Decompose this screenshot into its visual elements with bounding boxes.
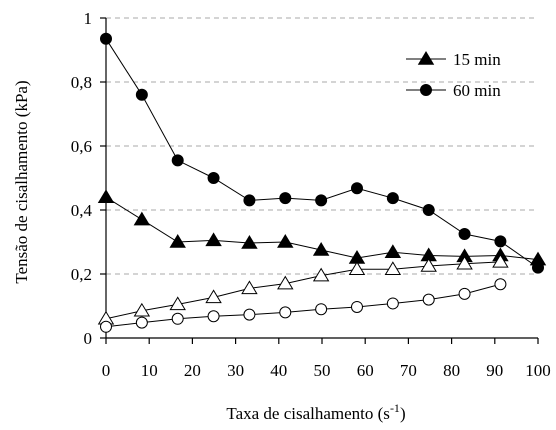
legend-label-0: 15 min bbox=[453, 50, 501, 69]
series-2-point-1 bbox=[133, 302, 151, 317]
y-tick-label-4: 0,8 bbox=[71, 73, 92, 92]
series-2-point-4 bbox=[241, 280, 258, 295]
series-3-point-1 bbox=[135, 316, 148, 329]
legend-item-0: 15 min bbox=[406, 50, 501, 69]
series-2-point-2 bbox=[169, 296, 186, 311]
y-axis-title: Tensão de cisalhamento (kPa) bbox=[12, 80, 31, 283]
x-tick-label-3: 30 bbox=[227, 361, 244, 380]
series-2-point-7 bbox=[348, 261, 366, 275]
series-2-point-9 bbox=[420, 258, 437, 272]
tick-labels: 00,20,40,60,810 10 20 30 40 50 60 70 80 90 100 bbox=[71, 9, 551, 380]
series-1-point-3 bbox=[207, 172, 220, 184]
x-tick-label-10: 100 bbox=[525, 361, 551, 380]
x-axis-title-tail: ) bbox=[400, 404, 406, 423]
series-0-point-8 bbox=[384, 244, 402, 258]
legend-label-1: 60 min bbox=[453, 81, 501, 100]
series-1-point-6 bbox=[315, 194, 328, 207]
x-tick-label-4: 40 bbox=[270, 361, 287, 380]
series-3-point-0 bbox=[100, 320, 112, 333]
series-2-point-5 bbox=[277, 275, 294, 290]
series-1-point-5 bbox=[279, 192, 292, 205]
data-series bbox=[97, 32, 547, 333]
series-1-point-0 bbox=[100, 32, 112, 45]
series-1-point-1 bbox=[135, 88, 148, 101]
series-3-point-3 bbox=[207, 310, 220, 323]
series-0-point-0 bbox=[97, 189, 115, 203]
series-3-point-5 bbox=[279, 306, 292, 319]
x-tick-label-8: 80 bbox=[443, 361, 460, 380]
series-1-point-10 bbox=[458, 228, 471, 240]
series-0-point-2 bbox=[169, 234, 186, 248]
series-1-point-9 bbox=[422, 204, 435, 216]
legend-marker-1 bbox=[420, 84, 432, 96]
series-1-line bbox=[105, 38, 539, 269]
y-tick-label-2: 0,4 bbox=[71, 201, 93, 220]
legend-marker-0 bbox=[417, 51, 435, 65]
series-0-point-3 bbox=[205, 232, 222, 247]
x-axis-title-superscript: -1 bbox=[390, 401, 400, 415]
series-3-point-6 bbox=[315, 303, 328, 316]
series-1-point-12 bbox=[532, 261, 544, 274]
series-0-point-6 bbox=[312, 242, 330, 256]
series-1-point-7 bbox=[350, 182, 363, 195]
series-0-point-4 bbox=[241, 234, 258, 249]
series-1-point-4 bbox=[243, 194, 256, 207]
x-tick-label-0: 0 bbox=[102, 361, 111, 380]
series-3-point-9 bbox=[422, 293, 435, 306]
tick-marks bbox=[100, 17, 539, 344]
series-1-point-11 bbox=[494, 235, 507, 248]
series-2-point-6 bbox=[312, 267, 330, 282]
series-1-point-2 bbox=[171, 154, 184, 167]
series-0-point-5 bbox=[277, 234, 294, 248]
series-2-point-3 bbox=[205, 289, 222, 304]
series-3-point-2 bbox=[171, 312, 184, 325]
x-tick-label-9: 90 bbox=[486, 361, 503, 380]
series-2-point-11 bbox=[492, 253, 509, 268]
legend: 15 min 60 min bbox=[406, 50, 501, 100]
grid-lines bbox=[106, 17, 538, 275]
x-axis-title-main: Taxa de cisalhamento (s bbox=[226, 404, 390, 423]
x-tick-label-2: 20 bbox=[184, 361, 201, 380]
legend-item-1: 60 min bbox=[406, 81, 501, 100]
series-3-point-7 bbox=[350, 300, 363, 313]
series-0-point-1 bbox=[133, 211, 151, 226]
series-3-point-8 bbox=[386, 297, 399, 310]
series-2 bbox=[97, 253, 509, 325]
series-1 bbox=[100, 32, 544, 274]
x-tick-label-1: 10 bbox=[141, 361, 158, 380]
series-1-point-8 bbox=[386, 192, 399, 205]
x-tick-label-7: 70 bbox=[400, 361, 417, 380]
x-tick-label-5: 50 bbox=[314, 361, 331, 380]
y-tick-label-1: 0,2 bbox=[71, 265, 92, 284]
series-3-point-11 bbox=[494, 278, 507, 291]
series-2-point-8 bbox=[384, 261, 402, 275]
series-3-point-10 bbox=[458, 287, 471, 300]
x-axis-title: Taxa de cisalhamento (s-1) bbox=[226, 401, 405, 423]
series-3 bbox=[100, 278, 507, 333]
y-tick-label-3: 0,6 bbox=[71, 137, 92, 156]
series-2-point-10 bbox=[456, 255, 473, 270]
series-2-line bbox=[105, 261, 501, 320]
y-tick-label-5: 1 bbox=[84, 9, 93, 28]
series-3-line bbox=[105, 283, 501, 328]
x-tick-label-6: 60 bbox=[357, 361, 374, 380]
series-3-point-4 bbox=[243, 308, 256, 321]
y-tick-label-0: 0 bbox=[84, 329, 93, 348]
